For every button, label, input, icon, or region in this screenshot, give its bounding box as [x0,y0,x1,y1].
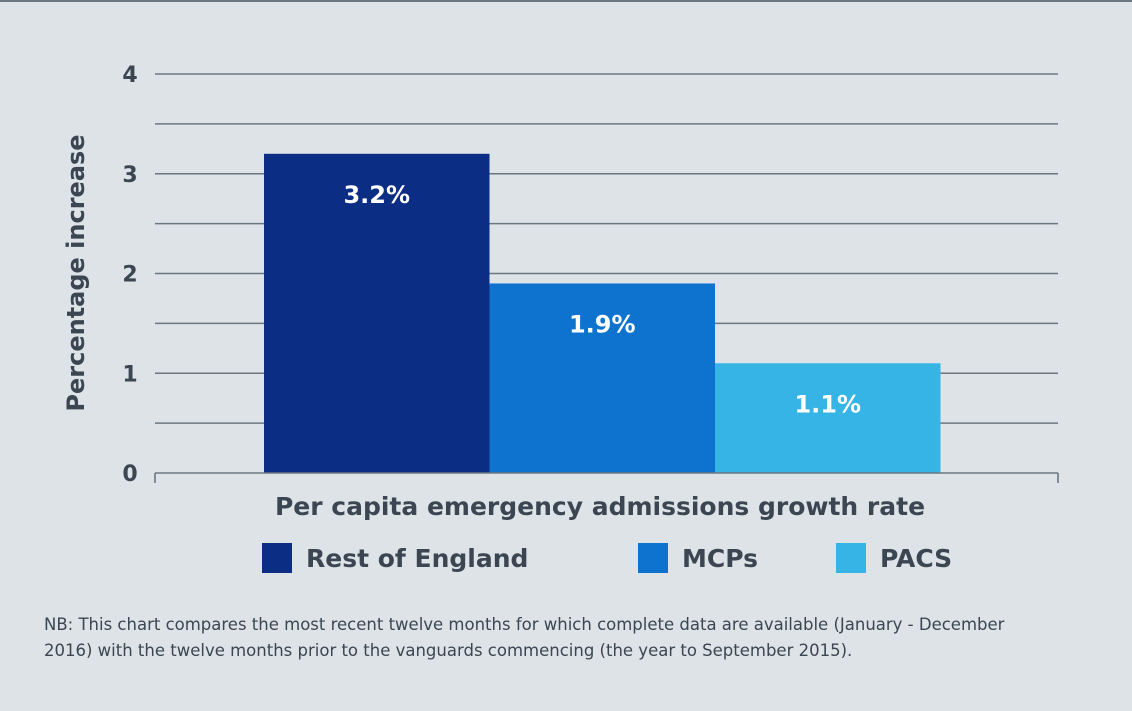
bar-pacs [715,363,941,473]
legend-label-rest-of-england: Rest of England [306,543,529,573]
footnote: NB: This chart compares the most recent … [44,615,1005,660]
x-axis-label: Per capita emergency admissions growth r… [275,492,925,521]
y-tick-label: 2 [122,263,137,288]
bar-chart: 3.2% 1.9% 1.1% 0 1 2 3 4 Percentage increase P… [62,63,1059,521]
bar-mcps [489,283,715,473]
legend-swatch-mcps [638,543,668,573]
legend-item-mcps: MCPs [638,540,758,576]
y-axis-label: Percentage increase [62,134,90,411]
legend-label-pacs: PACS [880,543,953,573]
axes [154,472,1059,483]
legend-swatch-rest-of-england [262,543,292,573]
bar-rest-of-england [264,153,490,474]
y-tick-labels: 0 1 2 3 4 [122,63,137,487]
y-tick-label: 4 [122,63,137,88]
legend: Rest of England MCPs PACS [262,540,982,576]
top-border-line [0,0,1132,2]
y-tick-label: 3 [122,163,137,188]
legend-item-pacs: PACS [836,540,952,576]
y-tick-label: 1 [122,362,137,387]
legend-swatch-pacs [836,543,866,573]
legend-label-mcps: MCPs [682,543,758,573]
bar-data-label: 3.2% [343,181,410,209]
legend-item-rest-of-england: Rest of England [262,540,528,576]
bar-data-label: 1.1% [794,390,861,418]
bar-data-label: 1.9% [569,310,636,338]
bars: 3.2% 1.9% 1.1% [264,153,941,474]
y-tick-label: 0 [122,462,137,487]
